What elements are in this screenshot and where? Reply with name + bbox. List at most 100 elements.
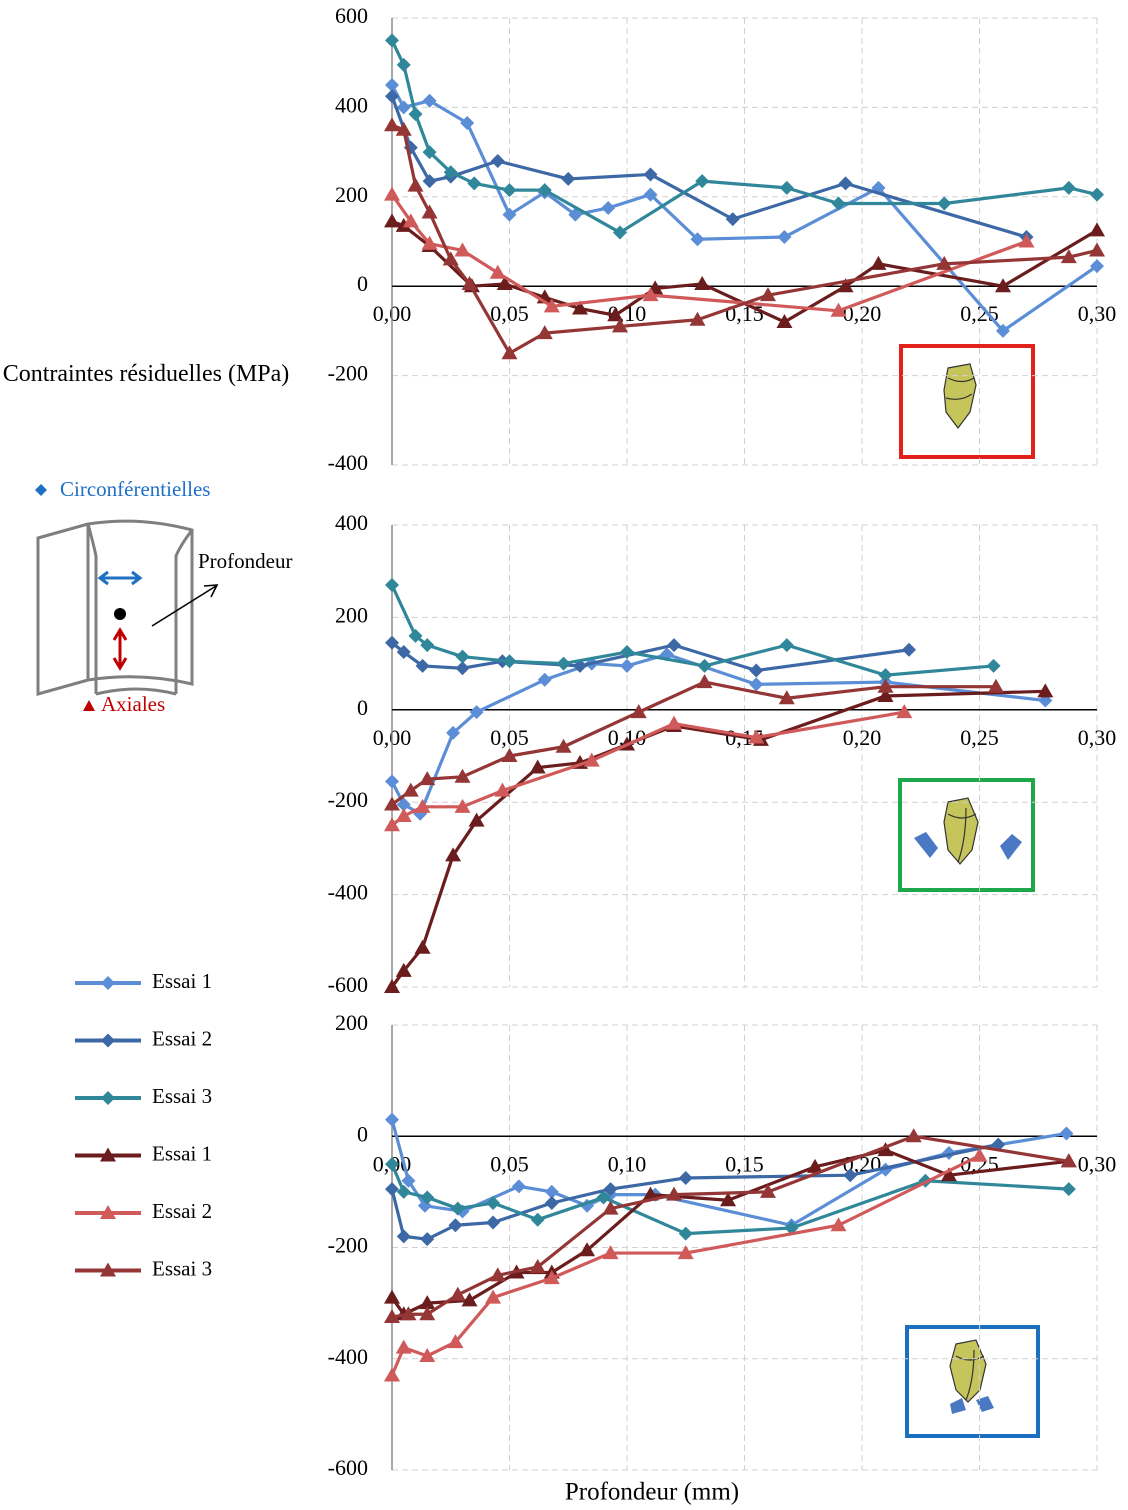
diamond-marker — [749, 677, 764, 692]
diamond-marker — [678, 1170, 693, 1185]
legend-label: Essai 2 — [152, 1199, 212, 1223]
diamond-marker — [385, 1157, 399, 1172]
diamond-marker — [544, 1184, 559, 1199]
diamond-marker — [511, 1179, 526, 1194]
annotation: Profondeur — [198, 549, 292, 573]
triangle-marker — [877, 678, 894, 693]
diamond-marker — [408, 628, 423, 643]
diamond-marker — [422, 145, 437, 160]
diamond-marker — [455, 649, 470, 664]
diamond-marker — [620, 645, 634, 660]
diamond-marker — [544, 1196, 559, 1210]
inset-drill — [905, 1325, 1040, 1438]
triangle-marker — [642, 1186, 659, 1201]
diamond-marker — [749, 663, 764, 678]
diamond-marker — [450, 1201, 465, 1216]
triangle-marker — [384, 1289, 400, 1304]
triangle-marker — [489, 264, 506, 279]
y-tick-label: -200 — [328, 1233, 368, 1258]
triangle-marker — [384, 1367, 400, 1382]
triangle-marker — [536, 325, 553, 340]
diamond-marker — [385, 33, 399, 48]
diamond-marker — [596, 1190, 611, 1205]
diamond-marker — [556, 656, 571, 671]
diamond-marker — [420, 1232, 435, 1247]
triangle-marker — [696, 674, 713, 689]
triangle-marker — [877, 687, 894, 702]
x-tick-label: 0,05 — [490, 1151, 529, 1176]
triangle-marker — [1089, 242, 1105, 257]
diamond-marker — [101, 1033, 115, 1048]
triangle-marker — [421, 204, 438, 219]
triangle-marker — [402, 782, 419, 797]
diamond-marker — [448, 1218, 463, 1233]
diamond-marker — [601, 200, 616, 215]
triangle-marker — [543, 298, 560, 313]
diamond-marker — [831, 196, 846, 211]
diamond-marker — [996, 323, 1010, 338]
triangle-marker — [449, 1286, 466, 1301]
diamond-marker — [612, 225, 627, 240]
x-tick-label: 0,30 — [1078, 725, 1117, 750]
inset-drill — [898, 778, 1035, 892]
diamond-marker — [1061, 1182, 1076, 1197]
diamond-marker — [422, 174, 437, 189]
diamond-marker — [937, 196, 952, 211]
diamond-marker — [678, 1226, 693, 1241]
triangle-marker — [419, 1347, 436, 1362]
triangle-marker — [501, 748, 518, 762]
diamond-marker — [902, 642, 916, 657]
diamond-marker — [385, 578, 399, 593]
y-tick-label: 400 — [335, 510, 368, 535]
diamond-marker — [620, 658, 634, 673]
x-tick-label: 0,30 — [1078, 1151, 1117, 1176]
diamond-marker — [385, 1182, 399, 1197]
triangle-marker — [454, 242, 471, 257]
diamond-marker — [396, 1184, 411, 1199]
triangle-marker — [400, 1306, 417, 1321]
diamond-marker — [643, 167, 658, 182]
triangle-marker — [414, 798, 431, 813]
diamond-marker — [467, 176, 482, 191]
diamond-marker — [469, 705, 484, 720]
series-line — [390, 95, 1027, 239]
triangle-marker — [461, 275, 478, 290]
triangle-marker — [489, 1267, 506, 1282]
legend-label: Essai 2 — [152, 1026, 212, 1050]
diamond-marker — [568, 207, 583, 222]
diamond-marker — [420, 638, 435, 653]
triangle-marker — [454, 768, 471, 783]
diamond-marker — [420, 1190, 435, 1205]
diamond-marker — [784, 1221, 799, 1236]
diamond-marker — [446, 725, 461, 740]
diamond-marker — [486, 1196, 501, 1210]
triangle-marker — [468, 812, 485, 827]
x-tick-label: 0,05 — [490, 301, 529, 326]
triangle-marker — [666, 715, 682, 730]
diamond-marker — [396, 797, 411, 812]
triangle-marker — [830, 302, 847, 317]
triangle-marker — [454, 798, 471, 813]
y-tick-label: -400 — [328, 1344, 368, 1369]
diamond-marker — [603, 1182, 618, 1197]
diamond-marker — [843, 1168, 858, 1183]
triangle-marker — [720, 1192, 737, 1207]
diamond-marker — [537, 183, 552, 198]
triangle-marker — [529, 759, 546, 774]
triangle-marker — [384, 117, 400, 132]
diamond-marker — [502, 183, 517, 198]
sample-diagram — [35, 484, 219, 711]
triangle-marker — [496, 275, 513, 290]
triangle-marker — [100, 1147, 116, 1162]
triangle-marker — [384, 186, 400, 201]
triangle-marker — [870, 255, 887, 270]
x-tick-label: 0,30 — [1078, 301, 1117, 326]
legend-label: Essai 1 — [152, 969, 212, 993]
diamond-marker — [396, 57, 411, 72]
triangle-marker — [971, 1147, 988, 1162]
diamond-marker — [779, 638, 794, 653]
triangle-marker — [995, 278, 1011, 293]
diamond-marker — [1090, 259, 1104, 274]
